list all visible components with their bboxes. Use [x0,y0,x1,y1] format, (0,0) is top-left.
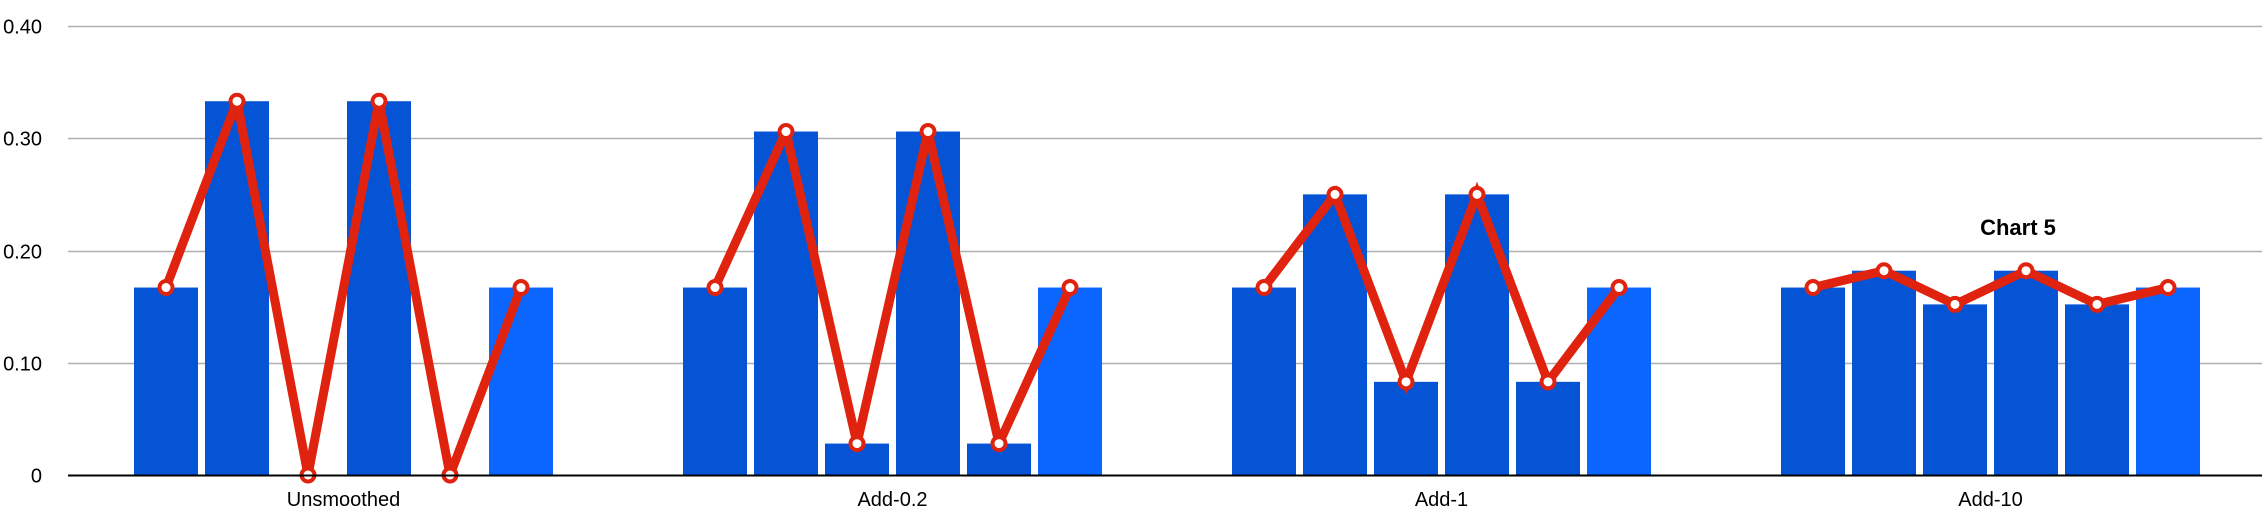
x-tick-label: Add-0.2 [857,489,927,511]
series-line [1260,181,1623,395]
data-point [1255,279,1273,297]
series-lines [161,99,2170,477]
y-tick-label: 0.20 [3,242,42,264]
bar [1516,381,1580,475]
bars [134,101,2200,476]
data-point [1875,262,1893,280]
bar [347,101,411,476]
data-point [512,279,530,297]
data-point [848,435,866,453]
series-line [1811,265,2170,310]
x-tick-label: Add-1 [1415,489,1468,511]
bar [1374,381,1438,475]
series-line [710,129,1075,446]
data-point [990,435,1008,453]
data-point [1610,279,1628,297]
bar [489,287,553,475]
data-point [157,279,175,297]
data-point [1326,185,1344,203]
x-axis: Unsmoothed Add-0.2 Add-1 Add-10 [68,474,2262,511]
series-line [161,99,526,477]
y-tick-label: 0.30 [3,129,42,151]
data-point [919,123,937,141]
bar [896,131,960,475]
bar [1923,304,1987,475]
data-point [2017,262,2035,280]
bar [1445,194,1509,475]
data-point [1946,295,1964,313]
bar [2065,304,2129,475]
bar [2136,287,2200,475]
data-point [2088,295,2106,313]
bar [1781,287,1845,475]
y-tick-label: 0.10 [3,354,42,376]
bar [1038,287,1102,475]
bar [683,287,747,475]
y-tick-label: 0.40 [3,17,42,39]
data-point [370,92,388,110]
data-point [1539,373,1557,391]
data-point [706,279,724,297]
bar [134,287,198,475]
y-tick-label: 0 [31,466,42,488]
x-tick-label: Add-10 [1958,489,2023,511]
chart-annotation: Chart 5 [1980,215,2056,240]
bar [1303,194,1367,475]
data-point [777,123,795,141]
data-point [2159,279,2177,297]
y-axis: 0 0.10 0.20 0.30 0.40 [3,17,42,488]
data-point [228,92,246,110]
bar [1232,287,1296,475]
bar [1852,270,1916,475]
data-point [1061,279,1079,297]
series-markers [157,92,2177,484]
x-tick-label: Unsmoothed [287,489,400,511]
bar [1994,270,2058,475]
data-point [1804,279,1822,297]
data-point [1397,373,1415,391]
data-point [1468,185,1486,203]
